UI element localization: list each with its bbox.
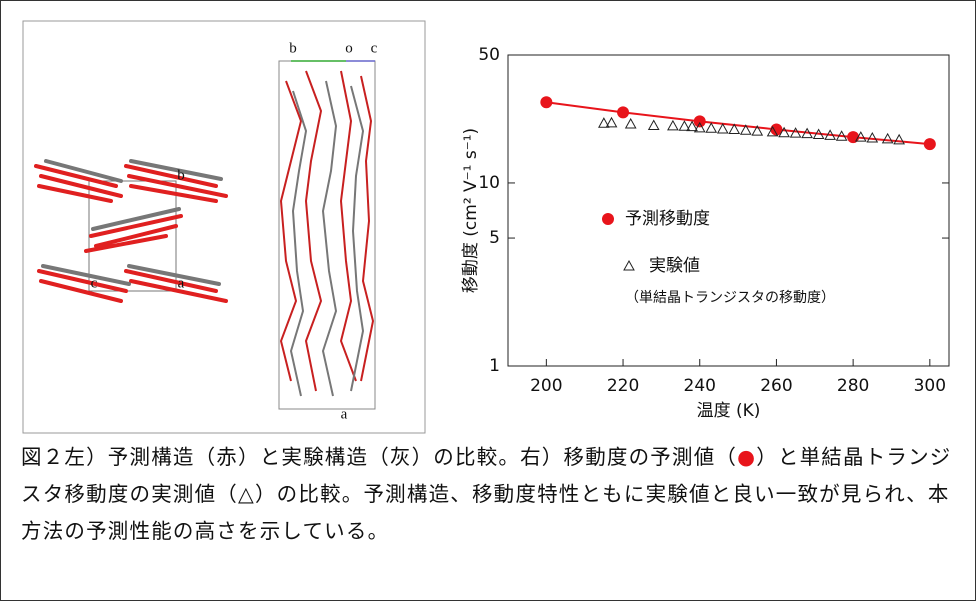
x-tick-label: 240 <box>684 376 716 396</box>
figure-art: b c a b o c a 200 220 240 260 280 300 1 5 10 50 温度 (K) 移動度… <box>1 1 975 437</box>
x-tick-label: 280 <box>837 376 869 396</box>
structure-panel <box>23 21 425 433</box>
point <box>694 115 706 127</box>
x-tick-label: 260 <box>760 376 792 396</box>
y-tick-label: 50 <box>478 45 500 65</box>
y-tick-label: 10 <box>478 173 500 193</box>
x-tick-label: 220 <box>607 376 639 396</box>
point <box>626 119 636 128</box>
axis-letter: o <box>345 40 353 56</box>
legend-note: （単結晶トランジスタの移動度） <box>625 290 835 306</box>
legend-label: 予測移動度 <box>625 209 710 229</box>
point <box>706 123 716 132</box>
point <box>867 133 877 142</box>
axis-letter: a <box>341 406 348 422</box>
figure: b c a b o c a 200 220 240 260 280 300 1 5 10 50 温度 (K) 移動度… <box>0 0 976 601</box>
caption-marker: ● <box>737 445 756 469</box>
legend-label: 実験値 <box>649 256 700 276</box>
axis-letter: c <box>91 275 98 291</box>
point <box>649 120 659 129</box>
y-tick-label: 5 <box>489 228 500 248</box>
caption-text: 図２左）予測構造（赤）と実験構造（灰）の比較。右）移動度の予測値（ <box>21 445 737 469</box>
x-tick-label: 300 <box>914 376 946 396</box>
point <box>668 121 678 130</box>
plot-frame <box>508 55 949 366</box>
axis-letter: c <box>371 40 378 56</box>
caption: 図２左）予測構造（赤）と実験構造（灰）の比較。右）移動度の予測値（●）と単結晶ト… <box>21 439 961 550</box>
point <box>718 124 728 133</box>
legend-marker <box>602 213 614 225</box>
axis-letter: a <box>178 275 185 291</box>
x-tick-label: 200 <box>530 376 562 396</box>
point <box>540 96 552 108</box>
axis-letter: b <box>289 40 297 56</box>
axis-letter: b <box>177 167 185 183</box>
y-axis-label: 移動度 (cm² V⁻¹ s⁻¹) <box>461 128 481 293</box>
series-line <box>546 102 929 144</box>
y-tick-label: 1 <box>489 356 500 376</box>
point <box>617 106 629 118</box>
x-axis-label: 温度 (K) <box>697 401 761 421</box>
point <box>924 138 936 150</box>
legend-marker <box>624 261 634 270</box>
